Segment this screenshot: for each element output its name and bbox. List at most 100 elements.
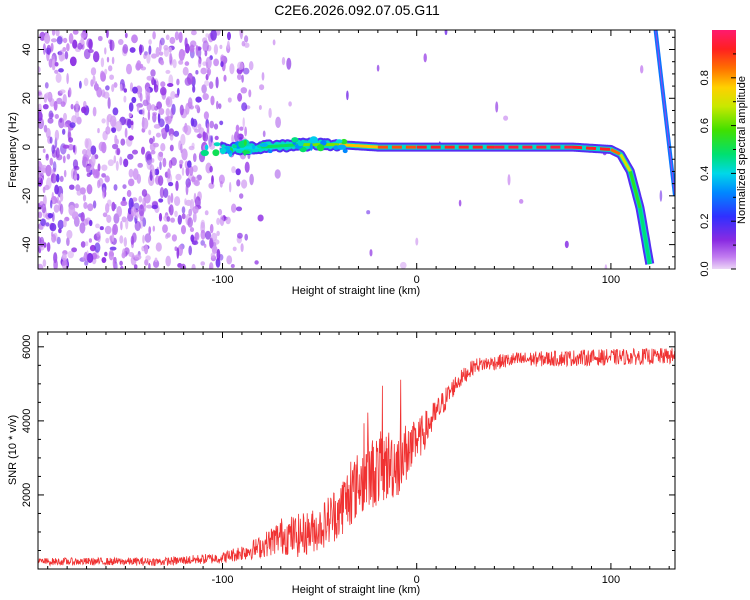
spectrogram-noise-cell — [139, 92, 143, 102]
spectrogram-noise-cell — [68, 137, 74, 143]
spectrogram-noise-cell — [45, 47, 51, 55]
spectrogram-noise-cell — [119, 83, 123, 92]
spectrogram-noise-cell — [243, 67, 250, 75]
spectrogram-noise-cell — [59, 175, 64, 182]
spectrogram-noise-cell — [213, 123, 219, 130]
spectrogram-noise-cell — [55, 173, 60, 183]
spectrogram-noise-cell — [220, 61, 224, 68]
spectrogram-noise-cell — [231, 166, 236, 174]
spectrogram-noise-cell — [148, 39, 152, 45]
spectrogram-noise-cell — [167, 195, 171, 205]
spectrogram-noise-cell — [194, 104, 200, 110]
snr-y-tick-label: 4000 — [21, 409, 33, 433]
spectrogram-noise-cell — [52, 161, 57, 172]
spectrogram-noise-cell — [42, 259, 47, 267]
spectrogram-noise-cell — [98, 177, 104, 187]
spectrogram-noise-cell — [62, 123, 69, 128]
spectrogram-noise-cell — [71, 247, 77, 253]
spectrogram-noise-cell — [63, 219, 67, 228]
spectrogram-noise-cell — [184, 61, 190, 66]
spectrogram-noise-cell — [209, 262, 214, 269]
spectrogram-noise-cell — [74, 174, 78, 180]
spectrogram-noise-cell — [42, 186, 46, 193]
spectrogram-noise-cell — [249, 173, 254, 186]
spectrogram-noise-cell — [113, 82, 118, 88]
spectrogram-noise-cell — [108, 249, 114, 261]
spectrogram-noise-cell — [101, 164, 108, 171]
spectrogram-noise-cell — [150, 150, 156, 155]
spectrogram-noise-cell — [168, 204, 174, 216]
spectrogram-noise-cell — [136, 105, 140, 112]
spectrogram-noise-cell — [184, 125, 192, 136]
spectrogram-noise-cell — [72, 159, 79, 170]
spectrogram-noise-cell — [122, 44, 129, 54]
spectrogram-noise-cell — [38, 66, 41, 73]
colorbar-tick-label: 0.0 — [699, 261, 711, 276]
spectrogram-noise-cell — [288, 101, 292, 107]
spectrogram-noise-cell — [179, 104, 184, 116]
spectrogram-noise-cell — [185, 183, 189, 196]
spectrogram-noise-cell — [45, 92, 52, 99]
spectrogram-noise-cell — [62, 94, 67, 106]
spectrogram-noise-cell — [112, 256, 116, 269]
spectrogram-noise-cell — [66, 229, 73, 239]
spectrogram-noise-cell — [216, 248, 221, 261]
spectrogram-noise-cell — [564, 240, 569, 249]
spectrogram-noise-cell — [145, 150, 152, 161]
spectrogram-noise-cell — [166, 216, 171, 222]
spectrogram-noise-cell — [49, 223, 57, 232]
spectrogram-noise-cell — [241, 179, 248, 189]
spectrogram-noise-cell — [165, 69, 171, 74]
spectrogram-noise-cell — [189, 227, 195, 233]
spectrogram-noise-cell — [150, 104, 156, 111]
spectrogram-noise-cell — [142, 234, 145, 244]
spectrogram-noise-cell — [113, 155, 117, 164]
spectrogram-noise-cell — [179, 159, 184, 165]
spectrogram-noise-cell — [87, 49, 94, 53]
spectrogram-noise-cell — [83, 77, 89, 87]
spectrogram-noise-cell — [174, 196, 181, 207]
spectrogram-noise-cell — [148, 129, 152, 136]
spectrogram-noise-cell — [231, 203, 237, 213]
spectrogram-noise-cell — [241, 40, 246, 47]
spectrogram-noise-cell — [129, 47, 136, 53]
spectrogram-noise-cell — [106, 214, 112, 223]
spectrogram-noise-cell — [145, 86, 151, 97]
spectrogram-noise-cell — [116, 206, 122, 218]
spectrogram-noise-cell — [180, 143, 183, 154]
spectrogram-noise-cell — [211, 175, 214, 185]
spectrogram-noise-cell — [48, 58, 53, 68]
spectrogram-ridge-segment — [261, 143, 301, 149]
spectrogram-noise-cell — [111, 201, 116, 212]
spectrogram-noise-cell — [217, 208, 223, 216]
spectrogram-noise-cell — [187, 101, 193, 108]
spectrogram-noise-cell — [107, 97, 111, 109]
spectrogram-noise-cell — [103, 91, 110, 99]
spectrogram-noise-cell — [59, 203, 64, 215]
spectrogram-noise-cell — [60, 193, 64, 202]
spectrogram-ridge-blob — [267, 149, 273, 154]
spectrogram-noise-cell — [275, 116, 281, 128]
spectrogram-ridge-blob — [259, 142, 268, 147]
spectrogram-noise-cell — [51, 191, 54, 202]
spectrogram-ridge-blob — [243, 139, 247, 146]
spectrogram-noise-cell — [216, 100, 219, 110]
spectrogram-noise-cell — [507, 174, 511, 186]
spectrogram-noise-cell — [262, 130, 266, 138]
spectrogram-noise-cell — [134, 211, 139, 219]
spectrogram-noise-cell — [56, 154, 63, 161]
spectrogram-noise-cell — [64, 51, 69, 60]
spectrogram-noise-cell — [90, 154, 96, 167]
spectrogram-noise-cell — [56, 36, 63, 45]
spectrogram-noise-cell — [104, 251, 108, 257]
spectrogram-noise-cell — [86, 184, 93, 195]
spectrogram-noise-cell — [185, 166, 190, 177]
spectrogram-noise-cell — [51, 231, 54, 237]
spectrogram-noise-cell — [176, 87, 180, 96]
spectrogram-noise-cell — [153, 124, 161, 129]
spectrogram-ridge-blob — [204, 144, 209, 151]
spectrogram-noise-cell — [115, 138, 119, 145]
spectrogram-noise-cell — [158, 212, 163, 222]
colorbar-tick-label: 0.8 — [699, 70, 711, 85]
spectrogram-noise-cell — [98, 141, 106, 152]
